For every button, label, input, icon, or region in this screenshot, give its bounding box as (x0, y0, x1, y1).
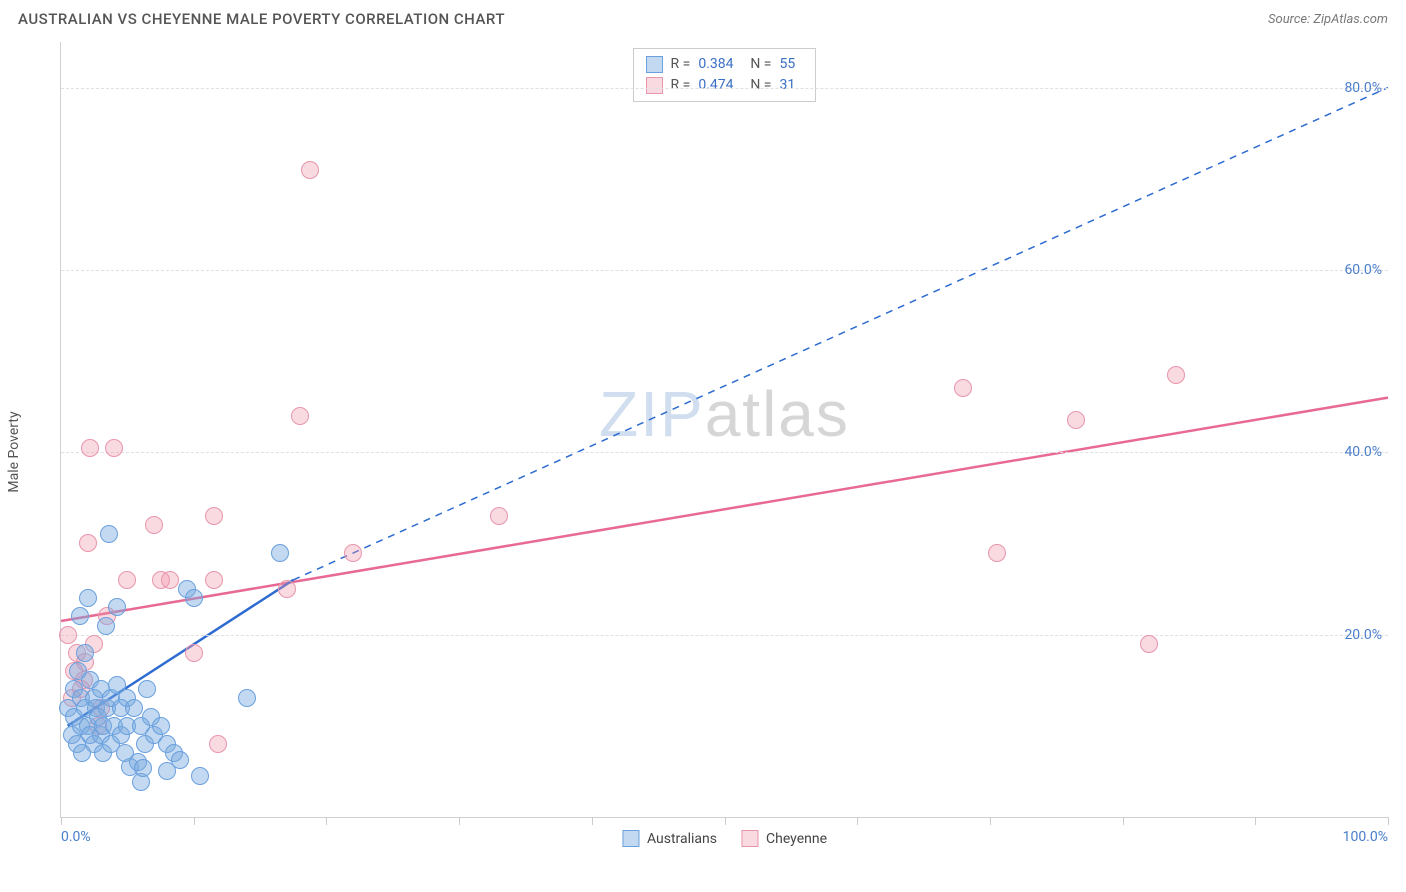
cheyenne-point (291, 407, 309, 425)
cheyenne-point (1140, 635, 1158, 653)
cheyenne-point (344, 544, 362, 562)
watermark-atlas: atlas (705, 378, 850, 450)
australians-point (191, 767, 209, 785)
gridline (61, 88, 1388, 89)
cheyenne-point (185, 644, 203, 662)
cheyenne-point (81, 439, 99, 457)
x-tick (725, 817, 726, 825)
legend-cheyenne: Cheyenne (741, 830, 827, 847)
gridline (61, 635, 1388, 636)
watermark-zip: ZIP (599, 378, 705, 450)
x-tick (459, 817, 460, 825)
cheyenne-point (1067, 411, 1085, 429)
australians-point (71, 607, 89, 625)
trend-lines (61, 42, 1388, 817)
cheyenne-point (954, 379, 972, 397)
australians-point (108, 598, 126, 616)
cheyenne-point (205, 507, 223, 525)
cheyenne-point (1167, 366, 1185, 384)
stats-row: R = 0.384 N = 55 (646, 54, 804, 75)
y-axis-label: Male Poverty (6, 411, 22, 492)
chart-area: Male Poverty ZIPatlas R =0.384N =55R =0.… (18, 42, 1388, 862)
chart-source: Source: ZipAtlas.com (1268, 12, 1388, 27)
gridline (61, 270, 1388, 271)
australians-point (134, 759, 152, 777)
australians-point (97, 617, 115, 635)
cheyenne-point (145, 516, 163, 534)
stats-r-label: R = (671, 75, 691, 96)
australians-point (100, 525, 118, 543)
cheyenne-point (301, 161, 319, 179)
stats-r-value: 0.474 (698, 75, 742, 96)
australians-point (271, 544, 289, 562)
legend-australians: Australians (622, 830, 717, 847)
cheyenne-point (278, 580, 296, 598)
x-tick-label: 100.0% (1343, 829, 1388, 845)
stats-swatch (646, 56, 663, 73)
x-tick (61, 817, 62, 825)
legend-label: Cheyenne (766, 831, 827, 847)
australians-point (125, 699, 143, 717)
cheyenne-point (79, 534, 97, 552)
australians-point (79, 589, 97, 607)
australians-point (185, 589, 203, 607)
x-tick (326, 817, 327, 825)
cheyenne-point (105, 439, 123, 457)
australians-point (238, 689, 256, 707)
cheyenne-point (209, 735, 227, 753)
chart-title: AUSTRALIAN VS CHEYENNE MALE POVERTY CORR… (18, 10, 505, 28)
plot-region: ZIPatlas R =0.384N =55R =0.474N =31 Aust… (60, 42, 1388, 818)
correlation-stats-box: R = 0.384 N = 55 R = 0.474 N = 31 (633, 48, 817, 102)
legend-label: Australians (647, 831, 717, 847)
stats-row: R = 0.474 N = 31 (646, 75, 804, 96)
legend-swatch (622, 830, 639, 847)
stats-r-value: 0.384 (698, 54, 742, 75)
watermark: ZIPatlas (599, 377, 850, 451)
y-tick-label: 80.0% (1344, 80, 1382, 96)
legend-swatch (741, 830, 758, 847)
cheyenne-point (59, 626, 77, 644)
x-tick (1123, 817, 1124, 825)
stats-r-label: R = (671, 54, 691, 75)
stats-n-label: N = (750, 54, 771, 75)
stats-n-value: 31 (779, 75, 803, 96)
cheyenne-point (161, 571, 179, 589)
x-tick (857, 817, 858, 825)
gridline (61, 452, 1388, 453)
y-tick-label: 40.0% (1344, 444, 1382, 460)
y-tick-label: 60.0% (1344, 262, 1382, 278)
chart-header: AUSTRALIAN VS CHEYENNE MALE POVERTY CORR… (0, 0, 1406, 34)
x-tick (592, 817, 593, 825)
x-tick (990, 817, 991, 825)
cheyenne-point (988, 544, 1006, 562)
cheyenne-point (118, 571, 136, 589)
australians-point (171, 751, 189, 769)
cheyenne-point (205, 571, 223, 589)
cheyenne-point (490, 507, 508, 525)
y-tick-label: 20.0% (1344, 627, 1382, 643)
x-tick (194, 817, 195, 825)
stats-n-value: 55 (779, 54, 803, 75)
stats-swatch (646, 77, 663, 94)
australians-point (138, 680, 156, 698)
x-tick-label: 0.0% (61, 829, 91, 845)
stats-n-label: N = (750, 75, 771, 96)
x-tick (1388, 817, 1389, 825)
series-legend: Australians Cheyenne (622, 830, 827, 847)
x-tick (1255, 817, 1256, 825)
australians-point (76, 644, 94, 662)
australians-point (152, 717, 170, 735)
